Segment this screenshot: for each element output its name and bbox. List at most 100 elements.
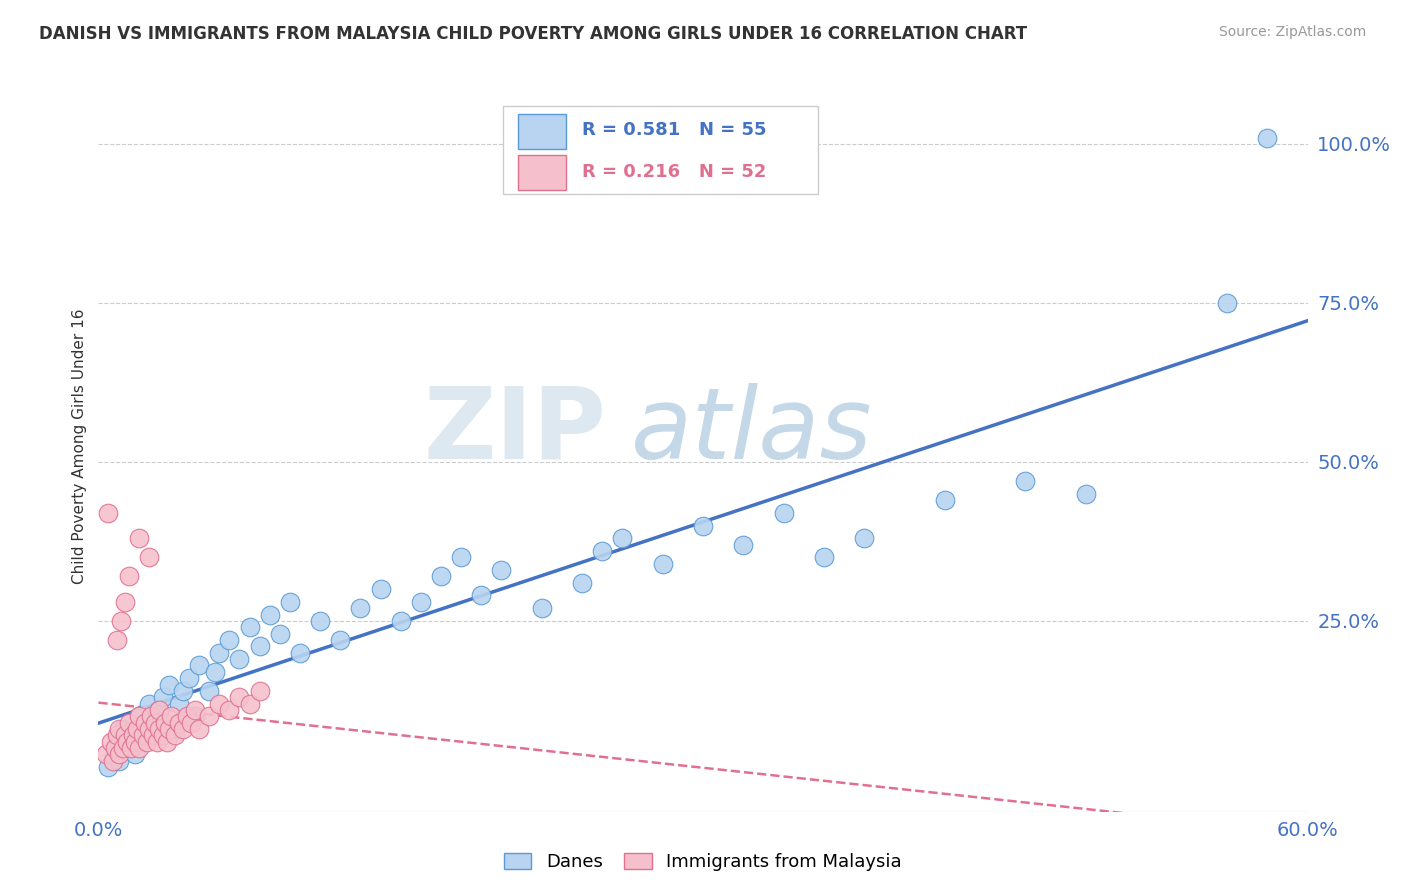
Point <box>101 754 124 768</box>
Point <box>135 735 157 749</box>
Point <box>1216 296 1239 310</box>
Point <box>111 722 134 736</box>
Point <box>142 728 165 742</box>
Point <box>107 722 129 736</box>
Point <box>184 703 207 717</box>
Point <box>188 658 211 673</box>
Point <box>156 735 179 749</box>
Point <box>450 550 472 565</box>
Point <box>692 518 714 533</box>
Point <box>115 735 138 749</box>
Point <box>152 728 174 742</box>
Point <box>118 715 141 730</box>
Point <box>153 715 176 730</box>
Point <box>591 544 613 558</box>
Point <box>139 709 162 723</box>
Point <box>138 697 160 711</box>
Point <box>124 747 146 762</box>
Legend: Danes, Immigrants from Malaysia: Danes, Immigrants from Malaysia <box>498 846 908 879</box>
Point <box>114 728 136 742</box>
Point <box>651 557 673 571</box>
Point <box>97 760 120 774</box>
Point <box>571 575 593 590</box>
Point <box>111 741 134 756</box>
Point <box>100 735 122 749</box>
Point <box>612 531 634 545</box>
Point <box>105 632 128 647</box>
Point <box>148 722 170 736</box>
Point <box>278 595 301 609</box>
Point <box>530 601 553 615</box>
Point <box>97 506 120 520</box>
Point <box>107 747 129 762</box>
Point <box>157 722 180 736</box>
Point <box>138 550 160 565</box>
Point <box>208 646 231 660</box>
Point <box>163 722 186 736</box>
Point <box>172 722 194 736</box>
Point <box>172 684 194 698</box>
Point <box>228 690 250 705</box>
Point <box>167 715 190 730</box>
Point <box>128 741 150 756</box>
Point <box>269 626 291 640</box>
Point <box>204 665 226 679</box>
Point <box>148 703 170 717</box>
Point <box>239 697 262 711</box>
Point <box>157 677 180 691</box>
Point <box>491 563 513 577</box>
Point <box>107 754 129 768</box>
Text: atlas: atlas <box>630 383 872 480</box>
Point <box>143 715 166 730</box>
Point <box>309 614 332 628</box>
FancyBboxPatch shape <box>503 106 818 194</box>
Point <box>218 703 240 717</box>
Point <box>934 493 956 508</box>
Point <box>772 506 794 520</box>
FancyBboxPatch shape <box>517 155 567 190</box>
Point <box>259 607 281 622</box>
Point <box>167 697 190 711</box>
Point <box>125 722 148 736</box>
Point <box>239 620 262 634</box>
Point <box>152 690 174 705</box>
Point <box>128 709 150 723</box>
Point <box>389 614 412 628</box>
Point <box>1256 130 1278 145</box>
Text: ZIP: ZIP <box>423 383 606 480</box>
Point <box>813 550 835 565</box>
Point <box>146 735 169 749</box>
Text: R = 0.581   N = 55: R = 0.581 N = 55 <box>582 121 766 139</box>
Point <box>370 582 392 596</box>
Point <box>176 709 198 723</box>
Point <box>188 722 211 736</box>
Point <box>134 715 156 730</box>
Text: R = 0.216   N = 52: R = 0.216 N = 52 <box>582 162 766 181</box>
Point <box>218 632 240 647</box>
Point <box>180 715 202 730</box>
Point <box>128 709 150 723</box>
Point <box>1014 474 1036 488</box>
Point <box>179 671 201 685</box>
Point <box>120 741 142 756</box>
Point <box>329 632 352 647</box>
Text: DANISH VS IMMIGRANTS FROM MALAYSIA CHILD POVERTY AMONG GIRLS UNDER 16 CORRELATIO: DANISH VS IMMIGRANTS FROM MALAYSIA CHILD… <box>39 25 1028 43</box>
Point <box>228 652 250 666</box>
Point <box>118 569 141 583</box>
Point <box>1074 486 1097 500</box>
Point <box>249 640 271 654</box>
Point <box>733 538 755 552</box>
Point <box>430 569 453 583</box>
Point <box>105 728 128 742</box>
Point <box>124 735 146 749</box>
Point <box>249 684 271 698</box>
Point <box>132 728 155 742</box>
Y-axis label: Child Poverty Among Girls Under 16: Child Poverty Among Girls Under 16 <box>72 309 87 583</box>
Point <box>198 709 221 723</box>
Point <box>132 728 155 742</box>
Point <box>110 614 132 628</box>
Point <box>288 646 311 660</box>
Point <box>143 715 166 730</box>
Point <box>96 747 118 762</box>
Point <box>121 728 143 742</box>
